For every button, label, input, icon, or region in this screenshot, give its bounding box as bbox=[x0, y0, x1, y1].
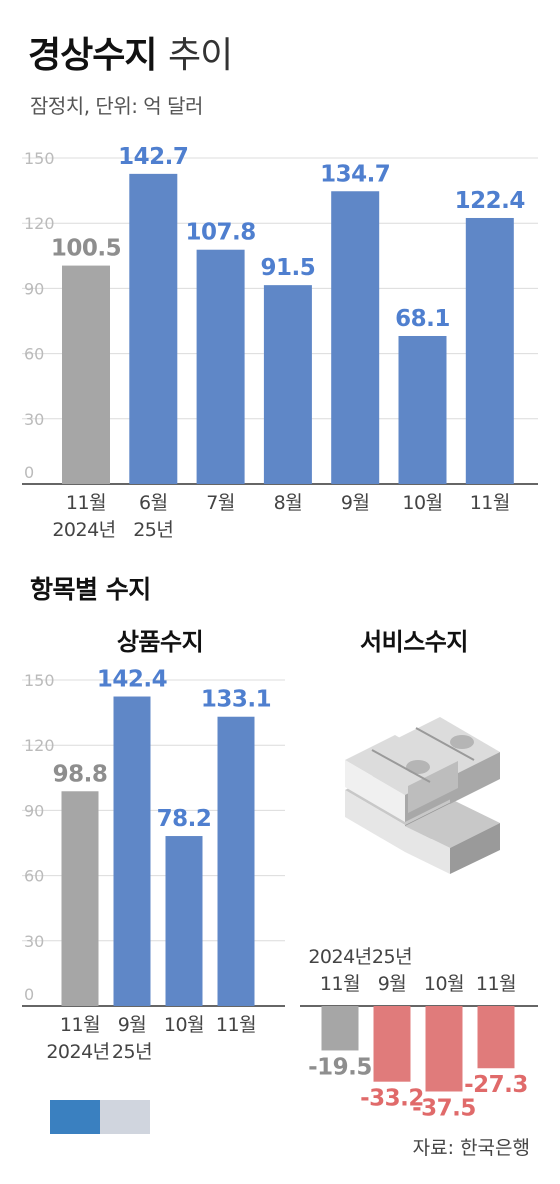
services-x-label: 11월 bbox=[320, 973, 360, 995]
goods-data-label: 78.2 bbox=[157, 806, 212, 832]
main-bar bbox=[263, 285, 312, 484]
goods-panel-title: 상품수지 bbox=[116, 628, 204, 656]
main-ytick-label: 0 bbox=[24, 463, 34, 482]
main-x-label: 6월 bbox=[139, 492, 168, 514]
main-x-label: 25년 bbox=[133, 519, 173, 541]
goods-x-label: 2024년 bbox=[46, 1041, 109, 1063]
main-data-label: 107.8 bbox=[185, 220, 255, 246]
goods-ytick-label: 0 bbox=[24, 985, 34, 1004]
main-x-label: 8월 bbox=[274, 492, 303, 514]
main-x-label: 10월 bbox=[402, 492, 442, 514]
chart-title: 경상수지 추이 bbox=[28, 26, 233, 78]
goods-ytick-label: 90 bbox=[24, 801, 44, 820]
goods-x-label: 9월 bbox=[118, 1014, 147, 1036]
main-x-label: 11월 bbox=[66, 492, 106, 514]
services-x-label: 11월 bbox=[476, 973, 516, 995]
goods-bar bbox=[217, 716, 255, 1006]
main-bar bbox=[62, 265, 110, 484]
main-x-label: 9월 bbox=[341, 492, 370, 514]
main-data-label: 68.1 bbox=[395, 306, 450, 332]
goods-x-label: 11월 bbox=[216, 1014, 256, 1036]
goods-x-label: 10월 bbox=[164, 1014, 204, 1036]
goods-data-label: 98.8 bbox=[53, 761, 108, 787]
main-data-label: 122.4 bbox=[455, 188, 525, 214]
goods-bar bbox=[61, 791, 99, 1006]
main-data-label: 142.7 bbox=[118, 144, 188, 170]
main-data-label: 91.5 bbox=[261, 255, 316, 281]
main-data-label: 134.7 bbox=[320, 161, 390, 187]
chart-title-bold: 경상수지 bbox=[28, 35, 157, 76]
main-ytick-label: 30 bbox=[24, 410, 44, 429]
services-bar bbox=[373, 1006, 411, 1082]
main-x-label: 11월 bbox=[470, 492, 510, 514]
goods-data-label: 133.1 bbox=[201, 687, 271, 713]
goods-data-label: 142.4 bbox=[97, 667, 167, 693]
services-data-label: -33.2 bbox=[360, 1086, 424, 1112]
main-ytick-label: 150 bbox=[24, 149, 55, 168]
services-bar bbox=[425, 1006, 463, 1092]
main-bar bbox=[196, 249, 245, 484]
services-data-label: -19.5 bbox=[308, 1054, 372, 1080]
legend-swatch-blue bbox=[50, 1100, 100, 1134]
main-ytick-label: 90 bbox=[24, 279, 44, 298]
services-bar bbox=[477, 1006, 515, 1069]
main-data-label: 100.5 bbox=[51, 236, 121, 262]
services-panel-title: 서비스수지 bbox=[360, 628, 468, 656]
source-note: 자료: 한국은행 bbox=[412, 1137, 530, 1159]
chart-title-light: 추이 bbox=[168, 35, 233, 76]
money-stack-icon bbox=[345, 717, 500, 874]
services-x-label: 2024년 bbox=[308, 946, 371, 968]
goods-x-label: 11월 bbox=[60, 1014, 100, 1036]
main-bar bbox=[129, 173, 178, 484]
services-bar bbox=[321, 1006, 359, 1051]
services-x-label: 9월 bbox=[378, 973, 407, 995]
goods-bar bbox=[113, 696, 151, 1006]
services-data-label: -27.3 bbox=[464, 1072, 528, 1098]
goods-bar bbox=[165, 836, 203, 1006]
services-x-label: 10월 bbox=[424, 973, 464, 995]
goods-ytick-label: 60 bbox=[24, 867, 44, 886]
services-x-label: 25년 bbox=[372, 946, 412, 968]
main-bar bbox=[331, 191, 380, 484]
main-ytick-label: 60 bbox=[24, 345, 44, 364]
main-bar bbox=[398, 335, 447, 484]
goods-ytick-label: 120 bbox=[24, 736, 55, 755]
main-x-label: 2024년 bbox=[52, 519, 115, 541]
chart-subtitle: 잠정치, 단위: 억 달러 bbox=[30, 94, 203, 118]
main-x-label: 7월 bbox=[206, 492, 235, 514]
services-data-label: -37.5 bbox=[412, 1096, 476, 1122]
main-bar bbox=[465, 217, 514, 484]
goods-ytick-label: 150 bbox=[24, 671, 55, 690]
section-title: 항목별 수지 bbox=[30, 575, 151, 604]
goods-ytick-label: 30 bbox=[24, 932, 44, 951]
legend-swatch-gray bbox=[100, 1100, 150, 1134]
main-ytick-label: 120 bbox=[24, 214, 55, 233]
goods-x-label: 25년 bbox=[112, 1041, 152, 1063]
